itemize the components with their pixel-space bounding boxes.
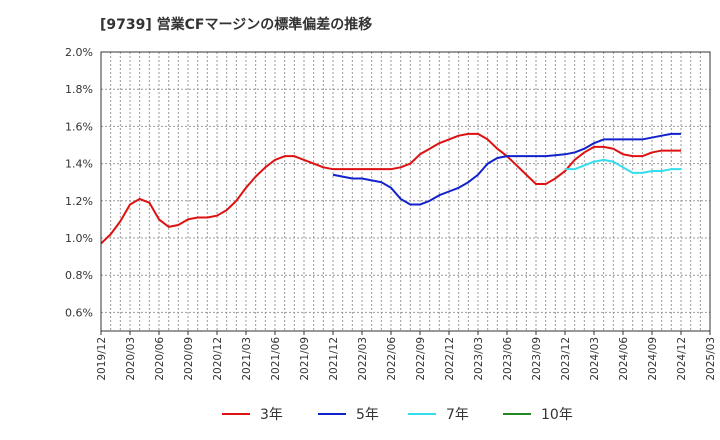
legend-label: 3年	[260, 407, 283, 423]
axes	[100, 51, 711, 335]
legend-item: 5年	[318, 402, 379, 426]
x-tick-label: 2019/12	[96, 337, 108, 381]
series-line-1	[100, 132, 681, 245]
x-tick-label: 2022/03	[357, 337, 369, 381]
x-tick-label: 2022/09	[415, 337, 427, 381]
x-tick-label: 2020/03	[125, 337, 137, 381]
x-tick-label: 2020/06	[154, 337, 166, 381]
series-line-2	[332, 132, 681, 206]
x-tick-label: 2020/09	[183, 337, 195, 381]
legend-label: 10年	[541, 407, 573, 423]
x-tick-label: 2024/12	[676, 337, 688, 381]
x-tick-label: 2023/03	[473, 337, 485, 381]
x-tick-label: 2022/06	[386, 337, 398, 381]
series-line-3	[565, 158, 681, 174]
x-tick-label: 2024/06	[618, 337, 630, 381]
y-tick-label: 1.2%	[65, 195, 93, 208]
x-tick-label: 2021/12	[328, 337, 340, 381]
y-tick-label: 1.4%	[65, 158, 93, 171]
x-tick-label: 2023/09	[531, 337, 543, 381]
x-tick-label: 2021/09	[299, 337, 311, 381]
legend-item: 7年	[408, 402, 469, 426]
y-tick-label: 1.8%	[65, 83, 93, 96]
y-tick-label: 2.0%	[65, 46, 93, 59]
x-tick-label: 2024/03	[589, 337, 601, 381]
y-tick-label: 1.0%	[65, 232, 93, 245]
x-tick-labels: 2019/12 2020/03 2020/06 2020/09 2020/12 2021/…	[96, 337, 717, 381]
legend-item: 10年	[503, 402, 573, 426]
grid-lines	[100, 51, 711, 331]
y-tick-label: 1.6%	[65, 120, 93, 133]
x-tick-label: 2020/12	[212, 337, 224, 381]
x-tick-label: 2025/03	[705, 337, 717, 381]
x-tick-label: 2021/03	[241, 337, 253, 381]
y-tick-label: 0.8%	[65, 269, 93, 282]
series-lines	[100, 132, 681, 245]
chart-title: [9739] 営業CFマージンの標準偏差の推移	[100, 17, 373, 33]
legend-swatch	[503, 413, 531, 415]
legend-label: 5年	[356, 407, 379, 423]
legend-label: 7年	[446, 407, 469, 423]
x-tick-label: 2023/12	[560, 337, 572, 381]
y-tick-labels: 0.6% 0.8% 1.0% 1.2% 1.4% 1.6% 1.8% 2.0%	[65, 46, 93, 319]
x-tick-label: 2024/09	[647, 337, 659, 381]
x-tick-label: 2021/06	[270, 337, 282, 381]
x-tick-label: 2023/06	[502, 337, 514, 381]
legend-swatch	[222, 413, 250, 415]
y-tick-label: 0.6%	[65, 306, 93, 319]
legend-swatch	[408, 413, 436, 415]
legend-item: 3年	[222, 402, 283, 426]
x-tick-label: 2022/12	[444, 337, 456, 381]
legend: 3年 5年 7年 10年	[0, 402, 720, 426]
legend-swatch	[318, 413, 346, 415]
plot-frame	[100, 51, 711, 332]
